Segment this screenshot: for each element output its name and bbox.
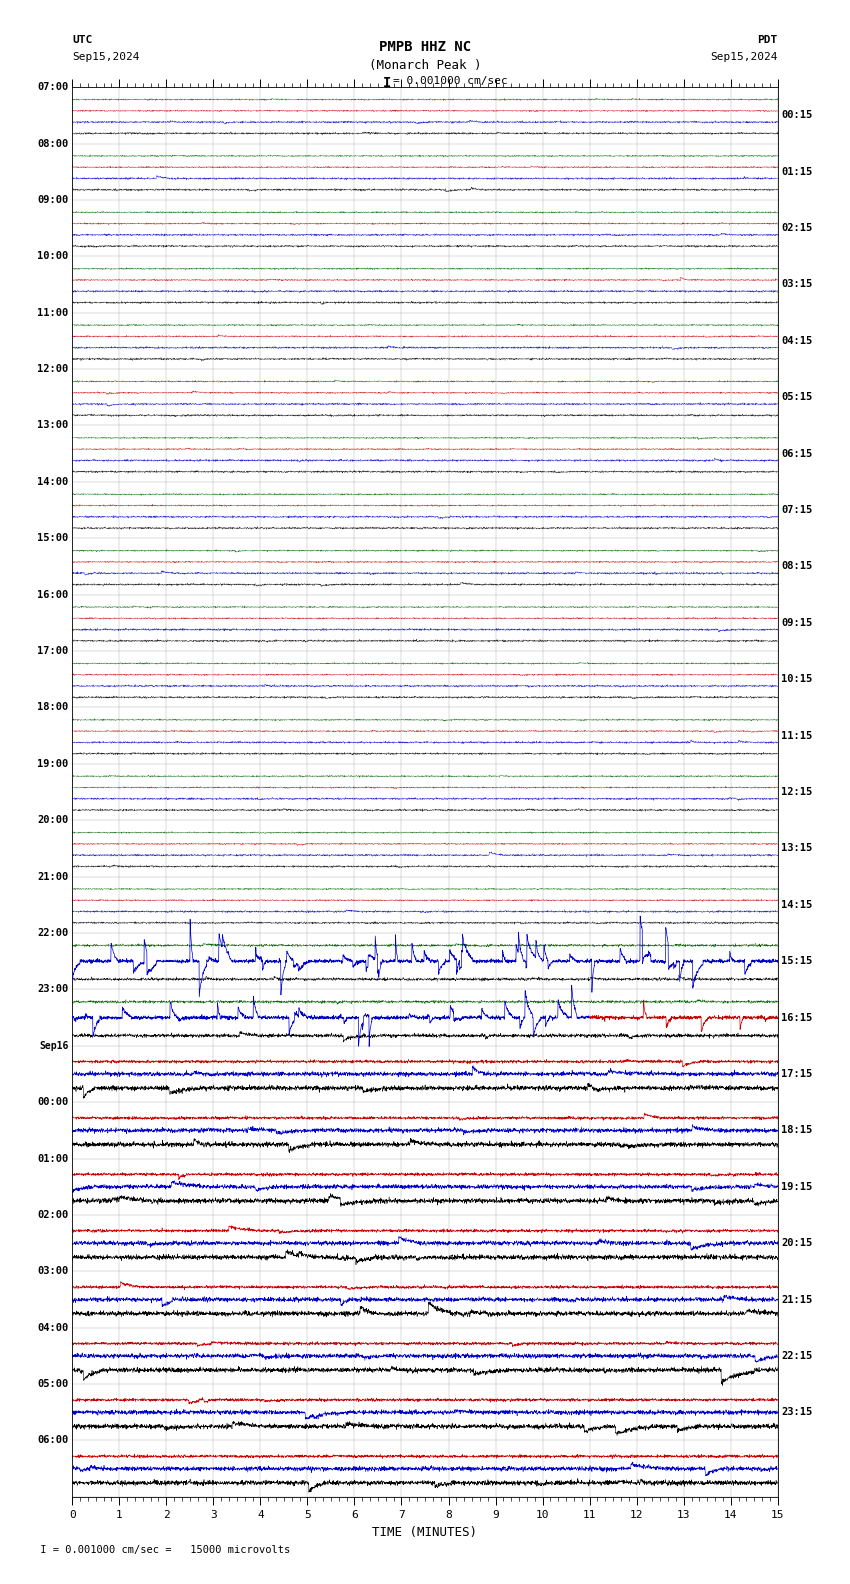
Text: 00:15: 00:15 [781,111,813,120]
Text: 17:00: 17:00 [37,646,69,656]
Text: (Monarch Peak ): (Monarch Peak ) [369,59,481,71]
Text: UTC: UTC [72,35,93,44]
Text: 04:00: 04:00 [37,1323,69,1332]
Text: 22:00: 22:00 [37,928,69,938]
Text: 16:15: 16:15 [781,1012,813,1023]
Text: 12:15: 12:15 [781,787,813,797]
Text: 17:15: 17:15 [781,1069,813,1079]
Text: 01:00: 01:00 [37,1153,69,1164]
Text: 14:15: 14:15 [781,900,813,909]
Text: 04:15: 04:15 [781,336,813,345]
X-axis label: TIME (MINUTES): TIME (MINUTES) [372,1525,478,1538]
Text: 07:00: 07:00 [37,82,69,92]
Text: 02:15: 02:15 [781,223,813,233]
Text: I: I [382,76,391,90]
Text: 13:00: 13:00 [37,420,69,431]
Text: 16:00: 16:00 [37,589,69,600]
Text: 12:00: 12:00 [37,364,69,374]
Text: 19:00: 19:00 [37,759,69,768]
Text: 08:00: 08:00 [37,138,69,149]
Text: 22:15: 22:15 [781,1351,813,1361]
Text: 13:15: 13:15 [781,843,813,854]
Text: 21:00: 21:00 [37,871,69,882]
Text: 18:15: 18:15 [781,1125,813,1136]
Text: 07:15: 07:15 [781,505,813,515]
Text: 03:00: 03:00 [37,1266,69,1277]
Text: 05:15: 05:15 [781,393,813,402]
Text: 10:15: 10:15 [781,675,813,684]
Text: 03:15: 03:15 [781,279,813,290]
Text: 23:15: 23:15 [781,1407,813,1418]
Text: Sep16: Sep16 [39,1041,69,1050]
Text: I = 0.001000 cm/sec =   15000 microvolts: I = 0.001000 cm/sec = 15000 microvolts [34,1546,290,1555]
Text: 06:15: 06:15 [781,448,813,459]
Text: 11:00: 11:00 [37,307,69,318]
Text: 01:15: 01:15 [781,166,813,177]
Text: 20:00: 20:00 [37,816,69,825]
Text: 11:15: 11:15 [781,730,813,741]
Text: 14:00: 14:00 [37,477,69,486]
Text: 19:15: 19:15 [781,1182,813,1191]
Text: 18:00: 18:00 [37,702,69,713]
Text: 15:15: 15:15 [781,957,813,966]
Text: 08:15: 08:15 [781,561,813,572]
Text: PMPB HHZ NC: PMPB HHZ NC [379,40,471,54]
Text: 23:00: 23:00 [37,984,69,995]
Text: 05:00: 05:00 [37,1380,69,1389]
Text: Sep15,2024: Sep15,2024 [72,52,139,62]
Text: 10:00: 10:00 [37,252,69,261]
Text: 00:00: 00:00 [37,1098,69,1107]
Text: 21:15: 21:15 [781,1294,813,1305]
Text: 15:00: 15:00 [37,534,69,543]
Text: 09:15: 09:15 [781,618,813,627]
Text: 20:15: 20:15 [781,1239,813,1248]
Text: = 0.001000 cm/sec: = 0.001000 cm/sec [393,76,507,86]
Text: 02:00: 02:00 [37,1210,69,1220]
Text: Sep15,2024: Sep15,2024 [711,52,778,62]
Text: 09:00: 09:00 [37,195,69,204]
Text: PDT: PDT [757,35,778,44]
Text: 06:00: 06:00 [37,1435,69,1446]
